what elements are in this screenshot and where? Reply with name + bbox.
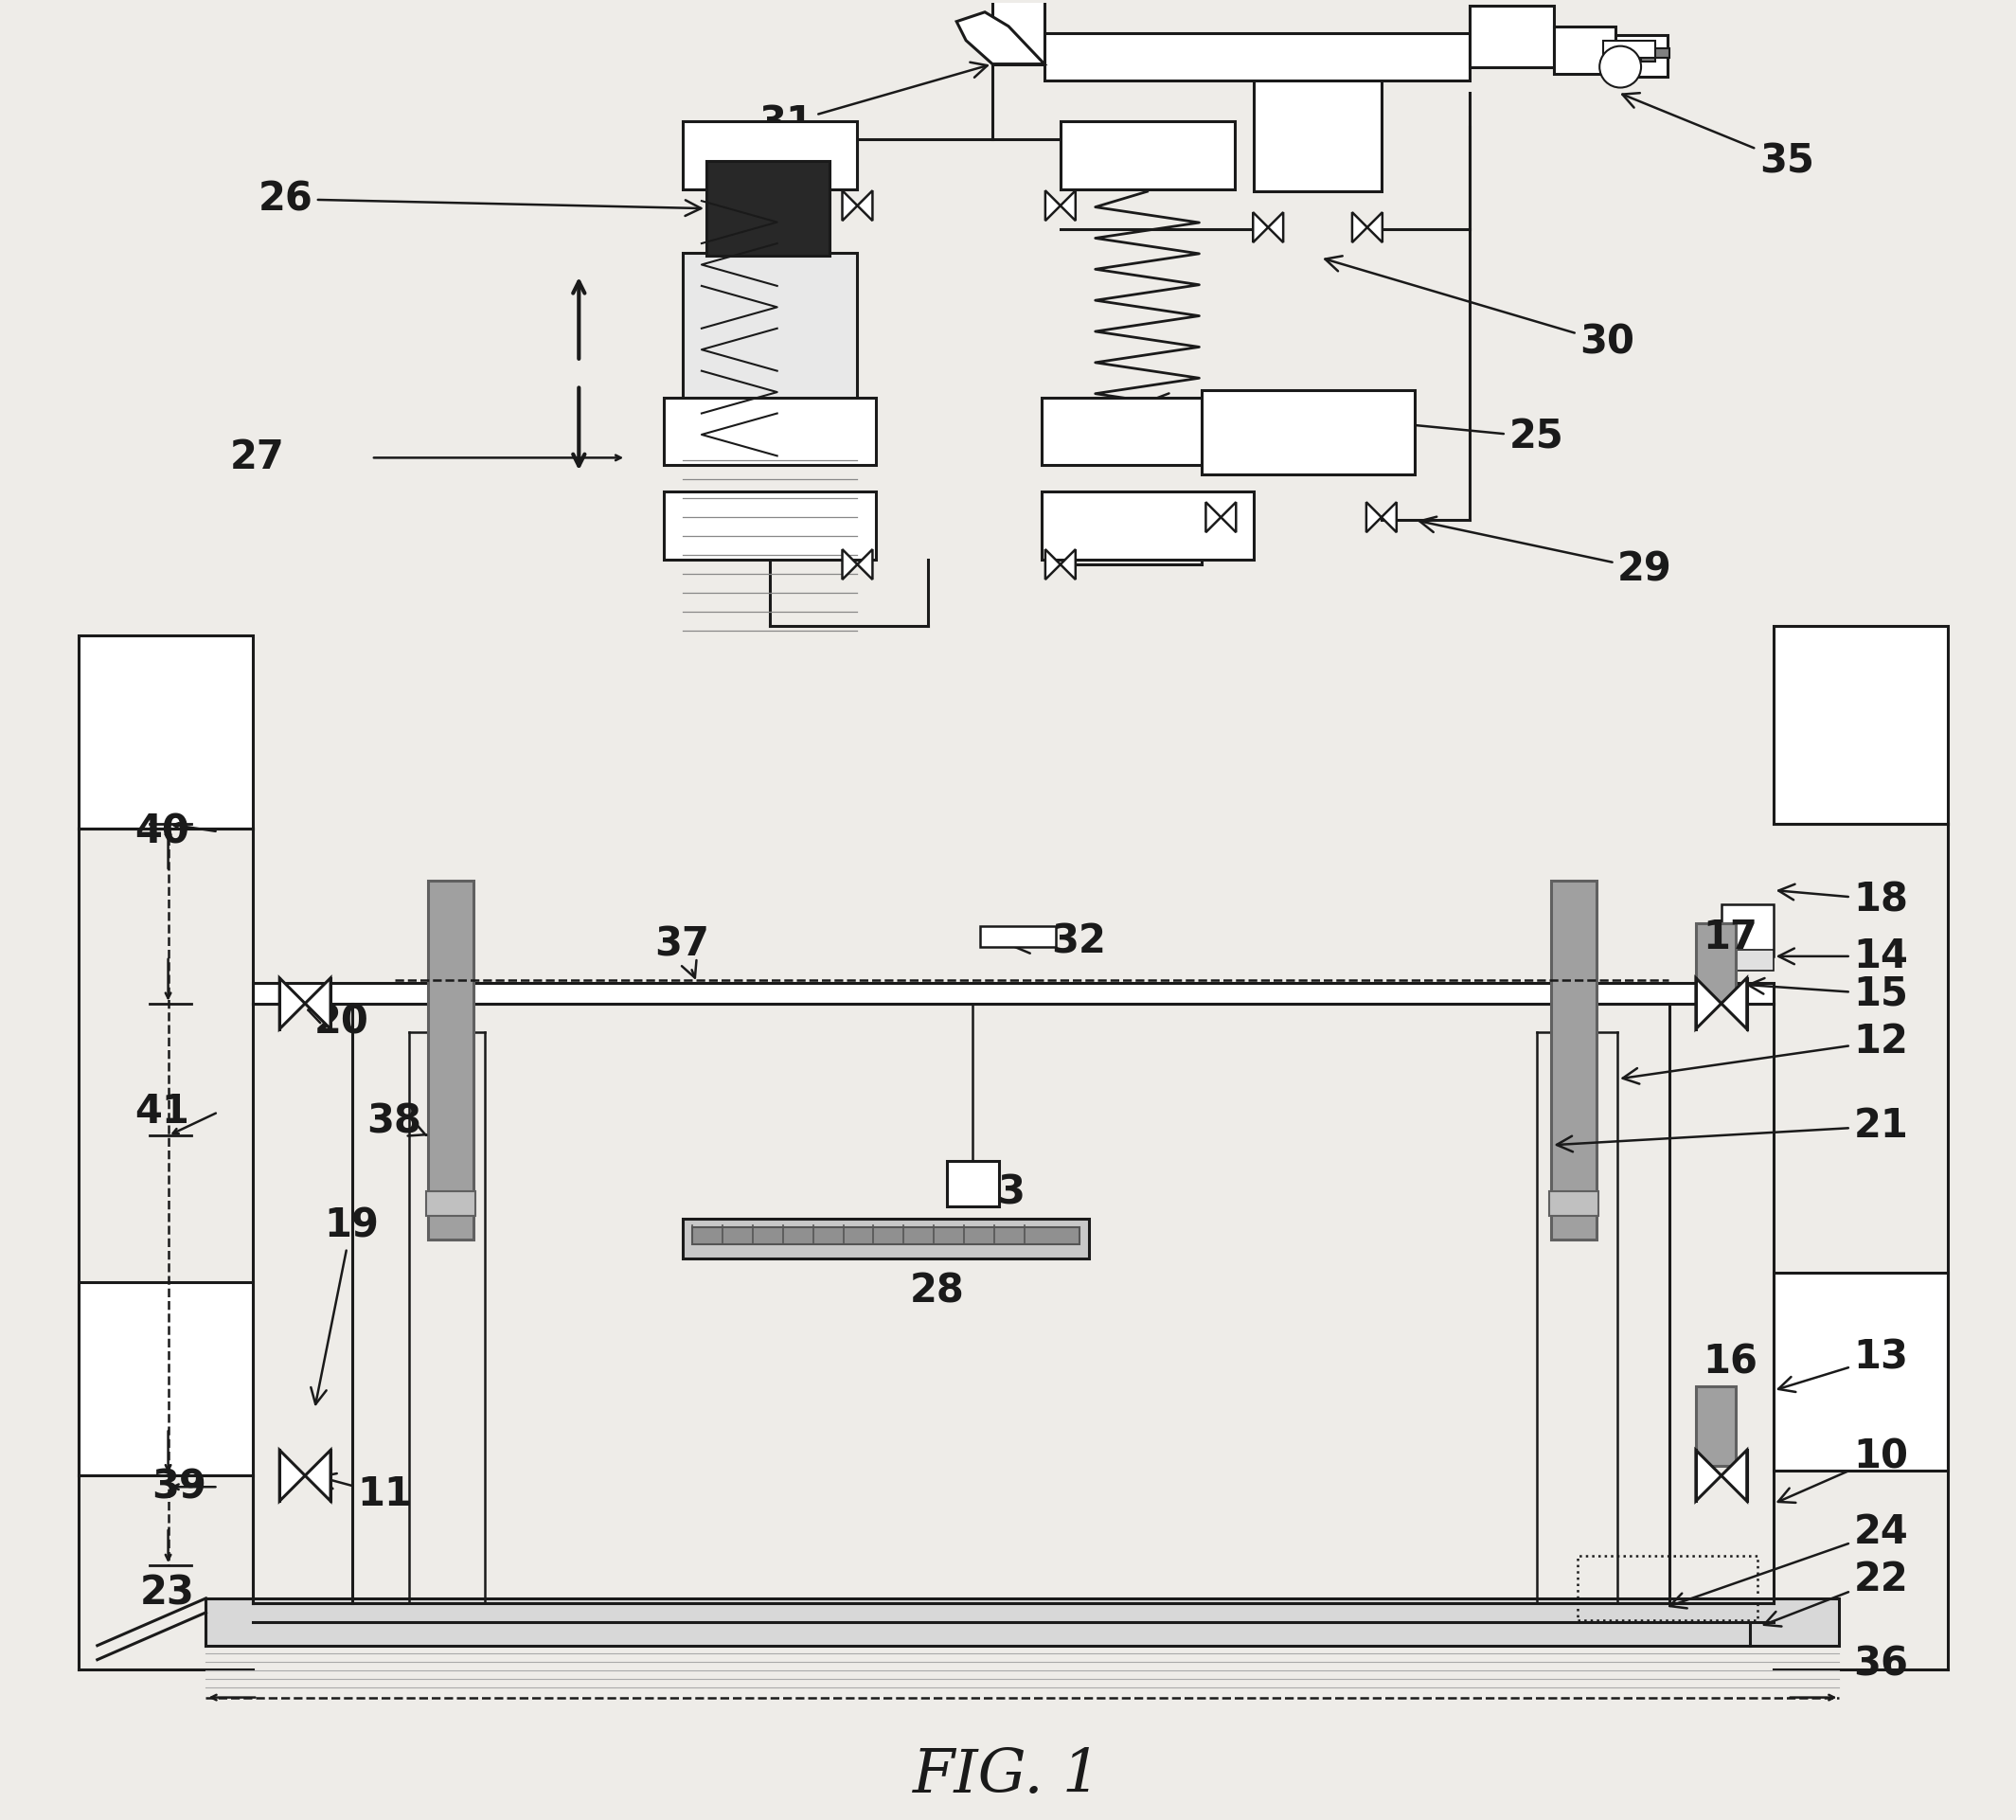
Bar [691, 1227, 1079, 1245]
Polygon shape [1695, 977, 1722, 1028]
Text: 30: 30 [1325, 257, 1635, 362]
Bar [683, 122, 857, 189]
Text: 32: 32 [1014, 923, 1105, 963]
Polygon shape [1367, 213, 1383, 242]
Bar [1470, 5, 1554, 67]
Bar [1552, 881, 1597, 1239]
Bar [1550, 1192, 1599, 1216]
Bar [1202, 389, 1415, 475]
Bar [1615, 35, 1667, 76]
Polygon shape [1254, 213, 1268, 242]
Bar [1554, 25, 1615, 73]
Text: 26: 26 [258, 178, 702, 218]
Polygon shape [1695, 1451, 1722, 1501]
Polygon shape [1044, 550, 1060, 579]
Text: FIG. 1: FIG. 1 [913, 1747, 1103, 1805]
Polygon shape [1353, 213, 1367, 242]
Polygon shape [1044, 191, 1060, 220]
Bar [79, 635, 254, 828]
Bar [1774, 1272, 1947, 1471]
Bar [427, 881, 474, 1239]
Polygon shape [1367, 502, 1381, 531]
Bar [1603, 40, 1655, 58]
Bar [1695, 923, 1736, 1003]
Text: 17: 17 [1702, 917, 1758, 957]
Circle shape [1599, 46, 1641, 87]
Bar [663, 491, 877, 561]
Text: 41: 41 [135, 1092, 190, 1132]
Polygon shape [1222, 502, 1236, 531]
Text: 37: 37 [655, 925, 710, 977]
Text: 13: 13 [1778, 1338, 1909, 1392]
Bar [663, 397, 877, 466]
Text: 23: 23 [139, 1574, 196, 1614]
Text: 20: 20 [308, 1003, 369, 1043]
Bar [254, 983, 1774, 1003]
Bar [1695, 1385, 1736, 1467]
Polygon shape [843, 191, 857, 220]
Text: 28: 28 [909, 1272, 964, 1312]
Bar [683, 1219, 1089, 1258]
Bar [1060, 122, 1236, 189]
Text: 18: 18 [1778, 879, 1909, 919]
Polygon shape [1381, 502, 1397, 531]
Text: 40: 40 [135, 812, 190, 852]
Polygon shape [1268, 213, 1284, 242]
Text: 24: 24 [1669, 1512, 1909, 1609]
Text: 25: 25 [1153, 393, 1564, 457]
Text: 29: 29 [1419, 517, 1671, 590]
Polygon shape [304, 1451, 331, 1501]
Text: 38: 38 [367, 1101, 427, 1141]
Polygon shape [956, 13, 1044, 64]
Text: 36: 36 [1853, 1645, 1909, 1684]
Polygon shape [1060, 191, 1075, 220]
Bar [1042, 397, 1254, 466]
Bar [1579, 1556, 1758, 1620]
Bar [992, 0, 1044, 64]
Bar [1254, 69, 1381, 191]
Bar [1627, 47, 1669, 58]
Bar [980, 926, 1056, 946]
Polygon shape [1722, 977, 1746, 1028]
Bar [1042, 491, 1254, 561]
Text: 19: 19 [310, 1205, 379, 1405]
Text: 27: 27 [230, 439, 284, 477]
Text: 21: 21 [1556, 1107, 1909, 1152]
Text: 16: 16 [1702, 1343, 1758, 1381]
Bar [79, 1281, 254, 1476]
Bar [1774, 626, 1947, 824]
Text: 33: 33 [972, 1172, 1026, 1212]
Text: 12: 12 [1623, 1021, 1909, 1085]
Polygon shape [1206, 502, 1222, 531]
Bar [1722, 905, 1774, 956]
Polygon shape [857, 191, 873, 220]
Text: 14: 14 [1778, 935, 1909, 976]
Text: 11: 11 [321, 1474, 411, 1514]
Bar [706, 162, 829, 255]
Text: 34: 34 [792, 1219, 1091, 1259]
Polygon shape [280, 1451, 304, 1501]
Polygon shape [843, 550, 857, 579]
Bar [1641, 44, 1655, 62]
Polygon shape [857, 550, 873, 579]
Bar [425, 1192, 476, 1216]
Polygon shape [1060, 550, 1075, 579]
Bar [206, 1598, 1839, 1645]
Bar [948, 1161, 1000, 1207]
Text: 39: 39 [151, 1467, 208, 1507]
Bar [683, 253, 857, 455]
Text: 10: 10 [1778, 1436, 1909, 1503]
Text: 35: 35 [1623, 93, 1814, 182]
Text: 31: 31 [758, 62, 988, 144]
Bar [1722, 950, 1774, 970]
Polygon shape [1722, 1451, 1746, 1501]
Text: 22: 22 [1764, 1560, 1909, 1627]
Text: 15: 15 [1748, 974, 1909, 1014]
Polygon shape [304, 977, 331, 1028]
Polygon shape [280, 977, 304, 1028]
Bar [1044, 33, 1470, 80]
